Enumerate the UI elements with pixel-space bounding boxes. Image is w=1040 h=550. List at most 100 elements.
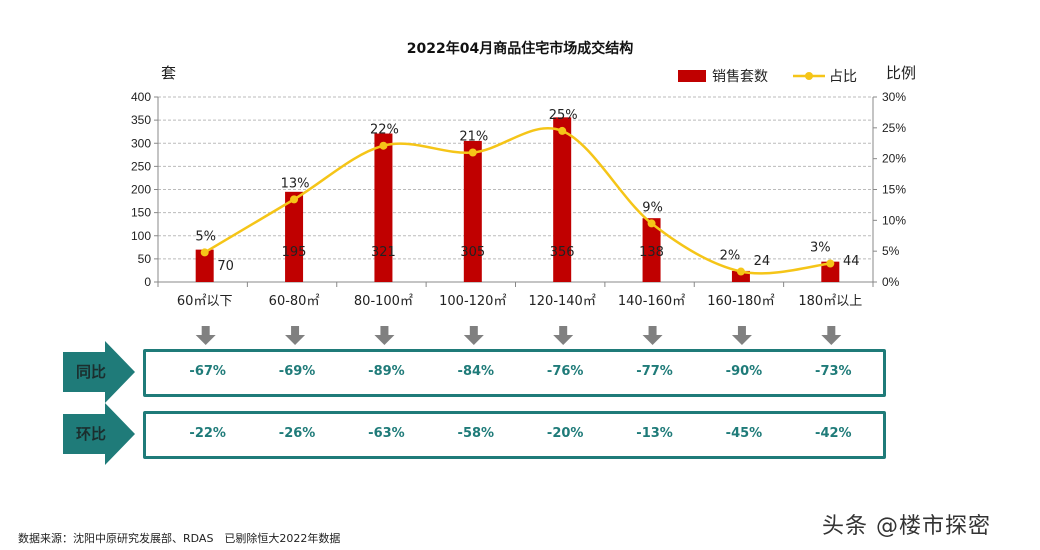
left-tick-label: 0 bbox=[144, 275, 151, 289]
comparison-label: 环比 bbox=[76, 425, 107, 443]
share-point bbox=[736, 267, 745, 276]
comparison-box: -22% -26% -63% -58% -20% -13% -45% -42% bbox=[143, 411, 886, 459]
down-arrow-icon bbox=[195, 326, 216, 345]
legend-line-label: 占比 bbox=[829, 69, 857, 85]
right-tick-label: 15% bbox=[882, 183, 906, 197]
right-tick-label: 5% bbox=[882, 244, 900, 258]
comparison-value: -13% bbox=[636, 426, 673, 441]
x-tick-label: 120-140㎡ bbox=[529, 294, 596, 309]
comparison-value: -20% bbox=[546, 426, 584, 441]
share-point bbox=[558, 126, 567, 135]
comparison-value: -84% bbox=[457, 364, 495, 379]
chart-title: 2022年04月商品住宅市场成交结构 bbox=[406, 41, 634, 57]
share-value-label: 2% bbox=[720, 249, 741, 264]
left-tick-label: 100 bbox=[131, 229, 151, 243]
down-arrow-icon bbox=[463, 326, 484, 345]
comparison-value: -45% bbox=[725, 426, 763, 441]
comparison-label: 同比 bbox=[76, 363, 107, 381]
bar-value-label: 24 bbox=[754, 254, 771, 269]
share-point bbox=[200, 248, 209, 257]
right-tick-label: 25% bbox=[882, 121, 906, 135]
left-tick-label: 300 bbox=[131, 136, 151, 150]
bar-value-label: 305 bbox=[460, 245, 485, 260]
legend-bar-swatch bbox=[678, 70, 706, 82]
bar bbox=[374, 133, 393, 282]
chart-svg: 0 50 100 150 200 250 300 350 400 0% 5% 10% 15% 20% 25%… bbox=[131, 69, 906, 309]
x-tick-label: 60-80㎡ bbox=[269, 294, 320, 309]
bar-value-label: 70 bbox=[217, 259, 234, 274]
comparison-value: -77% bbox=[636, 364, 673, 379]
x-tick-label: 80-100㎡ bbox=[354, 294, 413, 309]
comparison-value: -90% bbox=[725, 364, 763, 379]
x-tick-label: 160-180㎡ bbox=[707, 294, 774, 309]
right-tick-label: 10% bbox=[882, 213, 906, 227]
bar-value-label: 321 bbox=[371, 245, 396, 260]
comparison-box: -67% -69% -89% -84% -76% -77% -90% -73% bbox=[143, 349, 886, 397]
row-arrow-icon bbox=[63, 403, 135, 465]
comparison-value: -22% bbox=[189, 426, 226, 441]
comparison-value: -26% bbox=[278, 426, 316, 441]
left-tick-label: 150 bbox=[131, 206, 151, 220]
x-tick-label: 60㎡以下 bbox=[177, 294, 233, 309]
left-tick-label: 250 bbox=[131, 159, 151, 173]
share-value-label: 3% bbox=[810, 241, 831, 256]
right-tick-label: 20% bbox=[882, 152, 906, 166]
share-line bbox=[204, 127, 831, 275]
bar-value-label: 44 bbox=[843, 254, 860, 269]
comparison-value: -42% bbox=[815, 426, 852, 441]
right-tick-label: 30% bbox=[882, 90, 906, 104]
comparison-area: 同比 -67% -69% -89% -84% -76% -77% -90% -73% 环比 -22%… bbox=[63, 326, 886, 465]
share-point bbox=[379, 141, 388, 150]
bar-value-label: 138 bbox=[639, 245, 664, 260]
share-point bbox=[826, 259, 835, 268]
share-value-label: 13% bbox=[281, 176, 310, 191]
legend-line-marker bbox=[805, 72, 813, 80]
x-tick-label: 100-120㎡ bbox=[439, 294, 506, 309]
bar bbox=[821, 261, 840, 282]
share-point bbox=[647, 219, 656, 228]
comparison-value: -76% bbox=[546, 364, 584, 379]
comparison-value: -69% bbox=[278, 364, 316, 379]
right-tick-label: 0% bbox=[882, 275, 900, 289]
legend-bar-label: 销售套数 bbox=[712, 69, 768, 85]
down-arrow-icon bbox=[374, 326, 395, 345]
share-value-label: 25% bbox=[549, 108, 578, 123]
comparison-value: -89% bbox=[368, 364, 405, 379]
share-point bbox=[290, 195, 299, 204]
share-value-label: 9% bbox=[642, 200, 663, 215]
share-value-label: 21% bbox=[459, 130, 488, 145]
share-point bbox=[468, 148, 477, 157]
row-arrow-icon bbox=[63, 341, 135, 403]
down-arrow-icon bbox=[553, 326, 574, 345]
down-arrow-icon bbox=[821, 326, 842, 345]
bar bbox=[642, 218, 661, 282]
left-tick-label: 400 bbox=[131, 90, 151, 104]
bar-value-label: 195 bbox=[282, 245, 307, 260]
bar-value-label: 356 bbox=[550, 245, 575, 260]
down-arrow-icon bbox=[731, 326, 752, 345]
left-tick-label: 200 bbox=[131, 183, 151, 197]
down-arrow-icon bbox=[642, 326, 663, 345]
share-value-label: 22% bbox=[370, 123, 399, 138]
down-arrow-icon bbox=[285, 326, 306, 345]
x-tick-label: 140-160㎡ bbox=[618, 294, 685, 309]
comparison-value: -67% bbox=[189, 364, 226, 379]
bar bbox=[195, 249, 214, 282]
left-tick-label: 350 bbox=[131, 113, 151, 127]
x-tick-label: 180㎡以上 bbox=[798, 294, 862, 309]
arrows-layer bbox=[63, 326, 842, 465]
right-axis-label: 比例 bbox=[886, 64, 917, 82]
bar bbox=[285, 191, 304, 282]
comparison-value: -63% bbox=[368, 426, 405, 441]
bar bbox=[731, 270, 750, 282]
comparison-value: -58% bbox=[457, 426, 495, 441]
left-axis-label: 套 bbox=[161, 64, 177, 82]
bar bbox=[463, 140, 482, 282]
left-tick-label: 50 bbox=[138, 252, 152, 266]
share-value-label: 5% bbox=[195, 229, 216, 244]
bar bbox=[553, 117, 572, 282]
comparison-value: -73% bbox=[815, 364, 852, 379]
watermark: 头条 @楼市探密 bbox=[822, 514, 991, 539]
data-source-footer: 数据来源：沈阳中原研究发展部、RDAS 已剔除恒大2022年数据 bbox=[18, 532, 341, 545]
